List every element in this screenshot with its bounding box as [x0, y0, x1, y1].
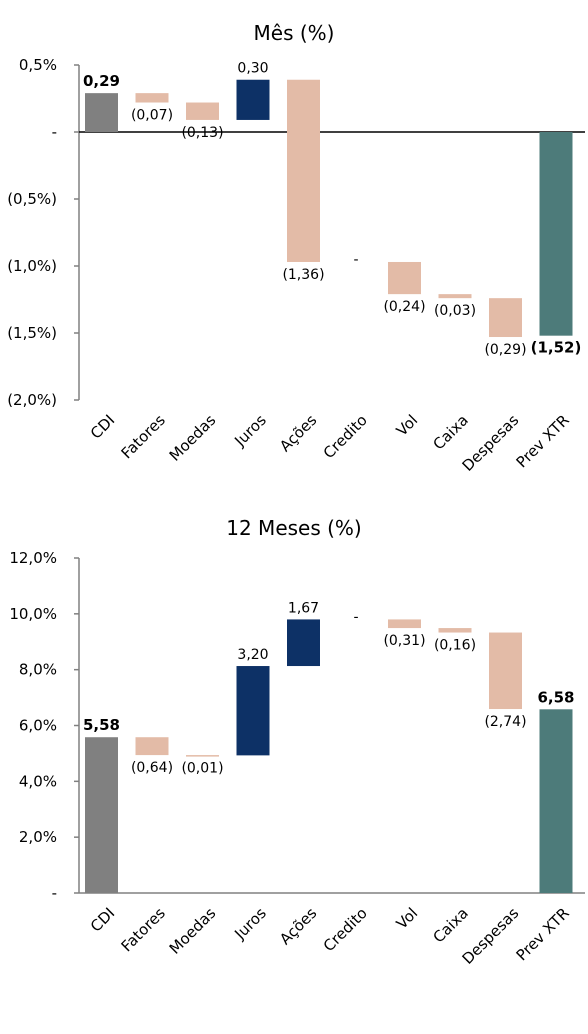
y-tick-label: 2,0% [19, 828, 57, 846]
bar-moedas [186, 755, 219, 757]
y-tick-label: 4,0% [19, 772, 57, 790]
x-category-label: Prev XTR [513, 411, 573, 471]
bar-fatores [135, 93, 169, 103]
y-tick-label: 0,5% [19, 56, 57, 74]
value-label: (1,52) [531, 339, 582, 357]
value-label: (2,74) [484, 714, 526, 730]
value-label: (0,31) [383, 633, 425, 649]
value-label: - [353, 609, 358, 625]
chart-title: Mês (%) [254, 21, 335, 45]
value-label: - [353, 252, 358, 268]
bar-ações [287, 79, 320, 262]
chart-1: Mês (%) 0,5% - (0,5%) (1,0%) (1,5%) (2,0%) 0,29… [7, 21, 585, 475]
value-label: (0,29) [484, 342, 526, 358]
y-tick-label: 6,0% [19, 717, 57, 735]
bar-prev-xtr [539, 709, 573, 893]
value-label: (0,13) [181, 125, 223, 141]
x-category-label: Vol [393, 904, 422, 933]
x-category-label: Juros [230, 904, 270, 944]
bar-juros [236, 79, 270, 120]
y-tick-label: (0,5%) [7, 190, 57, 208]
value-label: 0,30 [237, 61, 268, 77]
value-label: 0,29 [83, 72, 120, 90]
bar-ações [287, 619, 320, 667]
x-category-label: Caixa [429, 904, 471, 946]
bar-juros [236, 666, 270, 756]
y-tick-label: (1,5%) [7, 324, 57, 342]
x-category-label: Fatores [118, 904, 169, 955]
bar-prev-xtr [539, 132, 573, 336]
x-category-label: Moedas [166, 411, 220, 465]
y-tick-label: 10,0% [9, 605, 57, 623]
x-category-label: Ações [276, 411, 320, 455]
bar-caixa [438, 628, 472, 633]
bar-vol [388, 619, 421, 629]
value-label: 5,58 [83, 716, 120, 734]
y-tick-label: - [52, 123, 57, 141]
bar-vol [388, 261, 421, 295]
bar-moedas [186, 102, 219, 120]
x-category-label: Fatores [118, 411, 169, 462]
y-tick-label: - [52, 884, 57, 902]
bar-despesas [489, 632, 522, 710]
x-category-label: Credito [320, 411, 371, 462]
y-tick-label: (2,0%) [7, 391, 57, 409]
value-label: (1,36) [282, 267, 324, 283]
value-label: (0,03) [434, 303, 476, 319]
x-category-label: CDI [87, 411, 118, 442]
x-category-label: Ações [276, 904, 320, 948]
bar-fatores [135, 737, 169, 756]
bar-cdi [85, 93, 118, 132]
chart-title: 12 Meses (%) [226, 516, 361, 540]
x-category-label: Credito [320, 904, 371, 955]
value-label: 6,58 [537, 688, 574, 706]
value-label: (0,64) [131, 760, 173, 776]
x-category-label: CDI [87, 904, 118, 935]
x-category-label: Prev XTR [513, 904, 573, 964]
y-tick-label: 8,0% [19, 661, 57, 679]
x-category-label: Juros [230, 411, 270, 451]
value-label: 1,67 [288, 600, 319, 616]
y-tick-label: (1,0%) [7, 257, 57, 275]
bar-despesas [489, 298, 522, 338]
value-label: (0,07) [131, 108, 173, 124]
value-label: (0,01) [181, 760, 223, 776]
value-label: (0,16) [434, 638, 476, 654]
y-tick-label: 12,0% [9, 549, 57, 567]
value-label: (0,24) [383, 299, 425, 315]
bar-cdi [85, 737, 118, 893]
bar-caixa [438, 294, 472, 299]
x-category-label: Moedas [166, 904, 220, 958]
chart-2: 12 Meses (%) 12,0% 10,0% 8,0% 6,0% 4,0% 2,0% - 5… [9, 516, 585, 968]
x-category-label: Caixa [429, 411, 471, 453]
value-label: 3,20 [237, 647, 268, 663]
x-category-label: Vol [393, 411, 422, 440]
